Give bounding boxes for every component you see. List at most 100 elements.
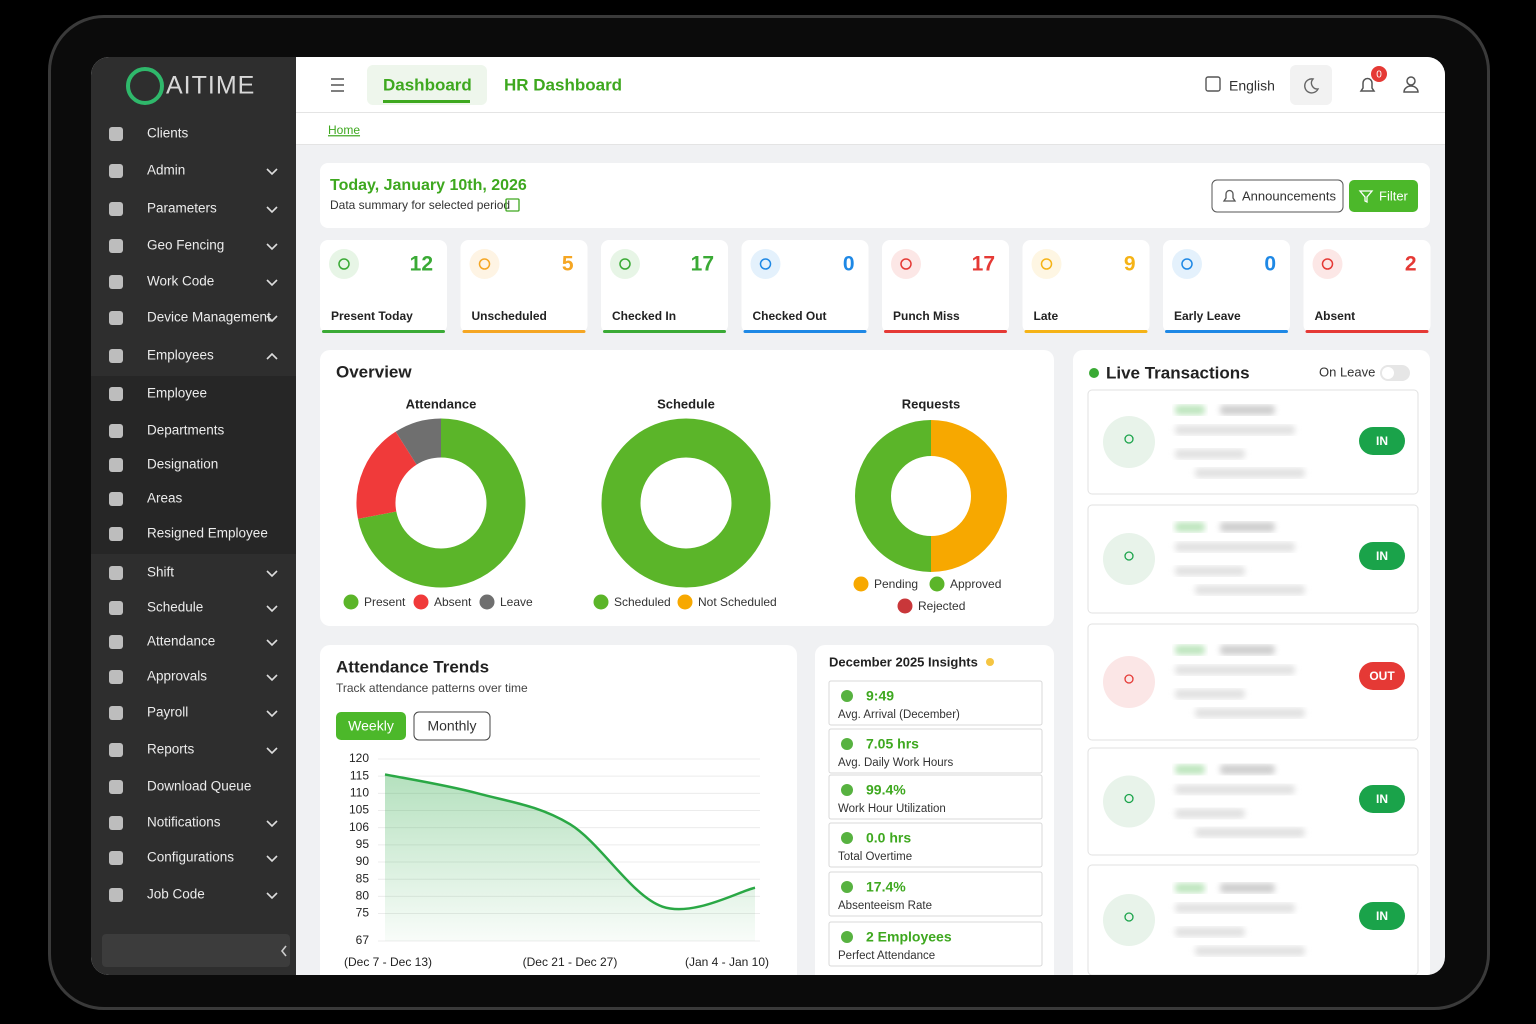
toggle-label: On Leave — [1319, 364, 1375, 379]
nav-label[interactable]: Shift — [147, 565, 174, 580]
bulb-icon — [986, 658, 994, 666]
stat-icon-glyph — [478, 258, 491, 270]
nav-label[interactable]: Designation — [147, 457, 218, 472]
blurred-text — [1220, 764, 1275, 775]
nav-label[interactable]: Reports — [147, 742, 195, 757]
collapse-button[interactable] — [102, 934, 290, 967]
nav-chevron — [266, 243, 278, 251]
breadcrumb[interactable]: Home — [328, 123, 360, 137]
stat-accent — [322, 330, 445, 333]
header — [296, 57, 1445, 113]
insight-label: Avg. Daily Work Hours — [838, 757, 953, 769]
stat-card — [1303, 240, 1431, 333]
avatar — [1103, 533, 1155, 585]
status-badge — [1359, 902, 1405, 930]
avatar-glyph — [1124, 674, 1134, 684]
legend-label: Scheduled — [614, 595, 671, 609]
bell-icon[interactable] — [1359, 77, 1376, 92]
stat-value: 12 — [410, 253, 433, 276]
nav-chevron — [266, 892, 278, 900]
y-tick-label: 120 — [349, 751, 369, 765]
nav-label[interactable]: Payroll — [147, 705, 188, 720]
blurred-text — [1195, 585, 1305, 595]
insight-icon — [841, 832, 853, 844]
legend-label: Rejected — [918, 599, 965, 613]
nav-label[interactable]: Resigned Employee — [147, 526, 268, 541]
theme-button[interactable] — [1290, 65, 1332, 105]
nav-label[interactable]: Configurations — [147, 850, 234, 865]
nav-chevron — [266, 639, 278, 647]
nav-label[interactable]: Approvals — [147, 669, 207, 684]
nav-label[interactable]: Departments — [147, 423, 225, 438]
stat-icon — [891, 249, 921, 279]
switch-knob — [1382, 367, 1394, 379]
nav-label[interactable]: Areas — [147, 491, 183, 506]
toggle-active[interactable] — [336, 712, 406, 740]
stat-accent — [1305, 330, 1429, 333]
nav-chevron — [266, 747, 278, 755]
transaction-card — [1087, 864, 1419, 975]
legend-label: Absent — [434, 595, 472, 609]
blurred-text — [1220, 405, 1275, 415]
announcements-button[interactable] — [1211, 179, 1344, 213]
filter-icon — [1358, 190, 1374, 204]
legend-label: Not Scheduled — [698, 595, 777, 609]
blurred-text — [1175, 665, 1295, 675]
avatar — [1103, 775, 1155, 828]
avatar-glyph — [1124, 912, 1134, 922]
nav-label[interactable]: Notifications — [147, 815, 221, 830]
stat-icon-glyph — [1321, 258, 1334, 270]
breadcrumb-bar — [296, 113, 1445, 145]
nav-label[interactable]: Admin — [147, 163, 185, 178]
avatar — [1103, 894, 1155, 946]
nav-icon — [109, 311, 123, 325]
live-dot — [1089, 368, 1099, 378]
insight-label: Absenteeism Rate — [838, 900, 932, 912]
toggle[interactable] — [413, 711, 491, 741]
stat-icon-glyph — [1040, 258, 1053, 270]
blurred-text — [1175, 645, 1205, 655]
nav-chevron — [266, 674, 278, 682]
nav-label[interactable]: Work Code — [147, 274, 214, 289]
nav-label[interactable]: Attendance — [147, 634, 215, 649]
user-icon[interactable] — [1406, 76, 1416, 86]
nav-icon — [109, 780, 123, 794]
nav-label[interactable]: Download Queue — [147, 779, 251, 794]
tab[interactable]: Dashboard — [383, 75, 472, 94]
nav-label[interactable]: Job Code — [147, 887, 205, 902]
moon-icon — [1304, 78, 1320, 94]
legend-label: Pending — [874, 577, 918, 591]
language[interactable]: English — [1229, 78, 1275, 94]
avatar-glyph — [1124, 434, 1134, 444]
nav-label[interactable]: Geo Fencing — [147, 238, 224, 253]
legend-label: Approved — [950, 577, 1001, 591]
nav-icon — [109, 527, 123, 541]
blurred-text — [1175, 784, 1295, 795]
pie-slice — [855, 420, 932, 572]
blurred-text — [1175, 689, 1245, 699]
collapse-chevron — [280, 945, 287, 957]
user-icon — [1403, 85, 1419, 93]
nav-label[interactable]: Device Management — [147, 310, 271, 325]
nav-chevron — [266, 820, 278, 828]
nav-label[interactable]: Parameters — [147, 201, 217, 216]
nav-label[interactable]: Employees — [147, 348, 214, 363]
blurred-text — [1175, 764, 1205, 775]
insight-value: 2 Employees — [866, 929, 952, 945]
insight-value: 9:49 — [866, 688, 894, 704]
nav-label[interactable]: Employee — [147, 386, 207, 401]
insight-item — [828, 728, 1043, 774]
nav-label[interactable]: Clients — [147, 126, 189, 141]
blurred-text — [1175, 903, 1295, 913]
nav-label[interactable]: Schedule — [147, 600, 203, 615]
filter-button[interactable] — [1349, 180, 1418, 212]
nav-icon — [109, 601, 123, 615]
pie-slice — [358, 418, 526, 588]
legend-swatch — [853, 576, 869, 592]
legend-swatch — [413, 594, 429, 610]
insight-value: 99.4% — [866, 782, 906, 798]
legend-swatch — [677, 594, 693, 610]
insight-value: 7.05 hrs — [866, 736, 919, 752]
tab[interactable]: HR Dashboard — [504, 75, 622, 94]
